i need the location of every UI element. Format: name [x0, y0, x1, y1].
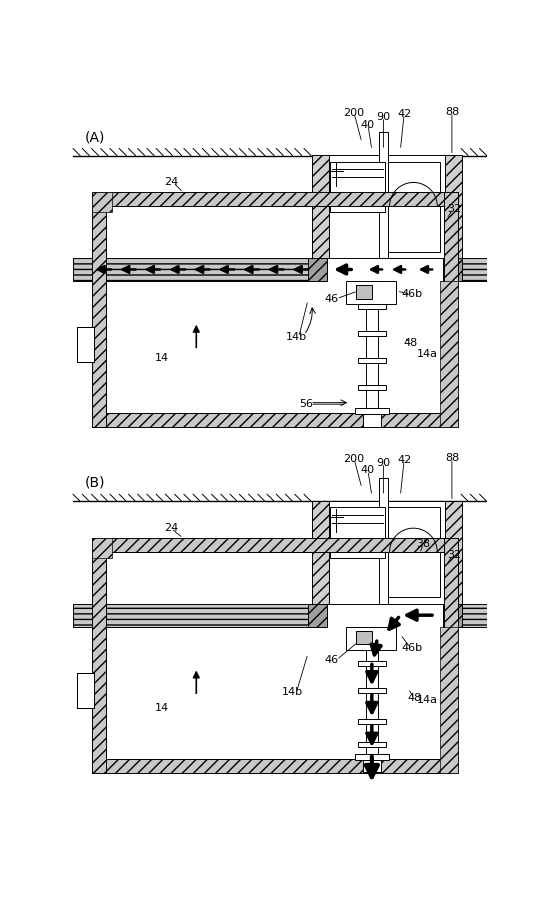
Bar [312, 155, 329, 258]
Text: 200: 200 [344, 453, 365, 464]
Bar [388, 507, 440, 597]
Bar [330, 507, 385, 559]
Bar [329, 501, 445, 603]
Text: (A): (A) [85, 130, 105, 144]
Bar [308, 603, 327, 627]
Text: 40: 40 [361, 119, 375, 129]
Text: 88: 88 [445, 453, 459, 463]
Bar [365, 627, 378, 753]
Bar [445, 155, 462, 258]
Bar [358, 662, 386, 666]
Text: 90: 90 [376, 458, 390, 468]
Text: 90: 90 [376, 112, 390, 122]
Bar [92, 538, 458, 552]
Text: 14b: 14b [286, 332, 307, 342]
Bar [106, 207, 444, 413]
Bar [77, 327, 94, 362]
Bar [329, 155, 445, 258]
Bar [312, 501, 329, 603]
Text: 24: 24 [164, 178, 178, 188]
Bar [346, 281, 396, 304]
Bar [77, 673, 94, 708]
Bar [358, 331, 386, 336]
Bar [92, 413, 458, 427]
Text: 88: 88 [445, 108, 459, 118]
Bar [365, 281, 378, 408]
Bar [92, 538, 106, 773]
Bar [363, 414, 381, 427]
Text: 46: 46 [324, 655, 338, 665]
Text: 38: 38 [416, 540, 431, 550]
Bar [92, 192, 106, 427]
Bar [355, 753, 389, 760]
Text: 200: 200 [344, 108, 365, 119]
Text: 46b: 46b [401, 289, 422, 299]
Text: 14b: 14b [282, 687, 303, 697]
Bar [358, 689, 386, 693]
Bar [358, 304, 386, 309]
Bar [358, 743, 386, 747]
Bar [355, 408, 389, 414]
Bar [92, 538, 112, 559]
Bar [330, 162, 385, 213]
Bar [356, 630, 372, 645]
Text: 46: 46 [324, 294, 338, 304]
Text: 42: 42 [397, 109, 411, 119]
Bar [73, 258, 312, 281]
Bar [356, 285, 372, 299]
Bar [443, 258, 462, 281]
Bar [445, 603, 488, 627]
Bar [379, 478, 388, 603]
Bar [440, 281, 458, 427]
Text: 32: 32 [447, 205, 462, 215]
Text: 46b: 46b [401, 643, 422, 653]
Text: 14: 14 [155, 702, 169, 713]
Bar [73, 603, 312, 627]
Text: 48: 48 [403, 338, 418, 348]
Bar [388, 162, 440, 251]
Bar [363, 760, 381, 772]
Text: 14a: 14a [417, 695, 438, 705]
Bar [358, 719, 386, 724]
Text: 32: 32 [447, 550, 462, 560]
Text: (B): (B) [85, 476, 105, 489]
Bar [308, 258, 327, 281]
Bar [445, 501, 462, 603]
Text: 56: 56 [299, 400, 313, 409]
Bar [358, 385, 386, 390]
Bar [92, 192, 112, 213]
Text: 48: 48 [407, 693, 421, 703]
Bar [358, 358, 386, 363]
Text: 40: 40 [361, 465, 375, 475]
Bar [346, 627, 396, 650]
Bar [445, 258, 488, 281]
Bar [444, 192, 458, 427]
Bar [444, 538, 458, 773]
Text: 14: 14 [155, 353, 169, 363]
Bar [443, 603, 462, 627]
Text: 42: 42 [397, 454, 411, 464]
Bar [440, 627, 458, 773]
Bar [379, 132, 388, 258]
Bar [106, 552, 444, 759]
Bar [92, 759, 458, 773]
Text: 14a: 14a [417, 349, 438, 359]
Bar [92, 192, 458, 207]
Text: 24: 24 [164, 524, 178, 533]
